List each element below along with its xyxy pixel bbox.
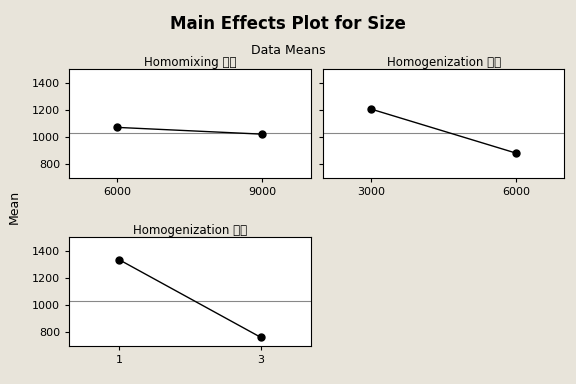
Title: Homogenization 시간: Homogenization 시간 <box>133 224 247 237</box>
Title: Homogenization 압력: Homogenization 압력 <box>386 56 501 69</box>
Title: Homomixing 속도: Homomixing 속도 <box>143 56 236 69</box>
Text: Data Means: Data Means <box>251 44 325 57</box>
Text: Main Effects Plot for Size: Main Effects Plot for Size <box>170 15 406 33</box>
Text: Mean: Mean <box>8 190 21 224</box>
